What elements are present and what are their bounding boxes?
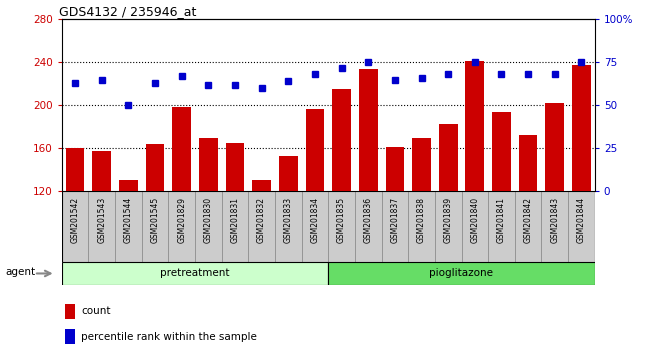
Text: agent: agent bbox=[5, 267, 35, 277]
Text: GSM201835: GSM201835 bbox=[337, 197, 346, 243]
Bar bbox=[439, 124, 458, 320]
Bar bbox=[462, 191, 488, 262]
Bar bbox=[248, 191, 275, 262]
Text: percentile rank within the sample: percentile rank within the sample bbox=[81, 332, 257, 342]
Text: GSM201839: GSM201839 bbox=[444, 197, 452, 243]
Bar bbox=[385, 147, 404, 320]
Bar bbox=[519, 135, 538, 320]
Bar bbox=[302, 191, 328, 262]
Bar bbox=[412, 137, 431, 320]
Text: pretreatment: pretreatment bbox=[161, 268, 229, 279]
Text: GSM201836: GSM201836 bbox=[364, 197, 372, 243]
Bar bbox=[65, 304, 75, 319]
Bar bbox=[382, 191, 408, 262]
Bar bbox=[328, 191, 355, 262]
Bar bbox=[435, 191, 462, 262]
Bar bbox=[355, 191, 382, 262]
Text: GSM201840: GSM201840 bbox=[471, 197, 479, 243]
Bar bbox=[222, 191, 248, 262]
Text: GDS4132 / 235946_at: GDS4132 / 235946_at bbox=[59, 5, 196, 18]
Text: GSM201832: GSM201832 bbox=[257, 197, 266, 243]
Bar bbox=[359, 69, 378, 320]
Bar bbox=[306, 109, 324, 320]
Text: count: count bbox=[81, 306, 110, 316]
Text: GSM201830: GSM201830 bbox=[204, 197, 213, 243]
Bar bbox=[146, 144, 164, 320]
Text: GSM201543: GSM201543 bbox=[98, 197, 106, 243]
Bar bbox=[545, 103, 564, 320]
Bar bbox=[515, 191, 541, 262]
Bar bbox=[168, 191, 195, 262]
Bar bbox=[66, 148, 84, 320]
Bar bbox=[65, 329, 75, 344]
Text: GSM201842: GSM201842 bbox=[524, 197, 532, 243]
Bar bbox=[492, 112, 511, 320]
Text: GSM201841: GSM201841 bbox=[497, 197, 506, 243]
Text: GSM201838: GSM201838 bbox=[417, 197, 426, 243]
Bar bbox=[275, 191, 302, 262]
Bar bbox=[226, 143, 244, 320]
Bar bbox=[408, 191, 435, 262]
Bar bbox=[488, 191, 515, 262]
Text: GSM201831: GSM201831 bbox=[231, 197, 239, 243]
Text: GSM201837: GSM201837 bbox=[391, 197, 399, 243]
Text: GSM201829: GSM201829 bbox=[177, 197, 186, 243]
Bar bbox=[279, 156, 298, 320]
Bar bbox=[119, 181, 138, 320]
Bar bbox=[142, 191, 168, 262]
Bar bbox=[62, 191, 88, 262]
Bar bbox=[568, 191, 595, 262]
Bar bbox=[62, 262, 328, 285]
Text: pioglitazone: pioglitazone bbox=[430, 268, 493, 279]
Bar bbox=[172, 108, 191, 320]
Text: GSM201834: GSM201834 bbox=[311, 197, 319, 243]
Text: GSM201843: GSM201843 bbox=[551, 197, 559, 243]
Bar bbox=[115, 191, 142, 262]
Bar bbox=[328, 262, 595, 285]
Bar bbox=[465, 61, 484, 320]
Bar bbox=[92, 152, 111, 320]
Bar bbox=[252, 181, 271, 320]
Text: GSM201544: GSM201544 bbox=[124, 197, 133, 243]
Bar bbox=[195, 191, 222, 262]
Bar bbox=[199, 137, 218, 320]
Text: GSM201542: GSM201542 bbox=[71, 197, 79, 243]
Bar bbox=[88, 191, 115, 262]
Text: GSM201545: GSM201545 bbox=[151, 197, 159, 243]
Text: GSM201833: GSM201833 bbox=[284, 197, 292, 243]
Bar bbox=[541, 191, 568, 262]
Bar bbox=[572, 64, 591, 320]
Text: GSM201844: GSM201844 bbox=[577, 197, 586, 243]
Bar bbox=[332, 89, 351, 320]
